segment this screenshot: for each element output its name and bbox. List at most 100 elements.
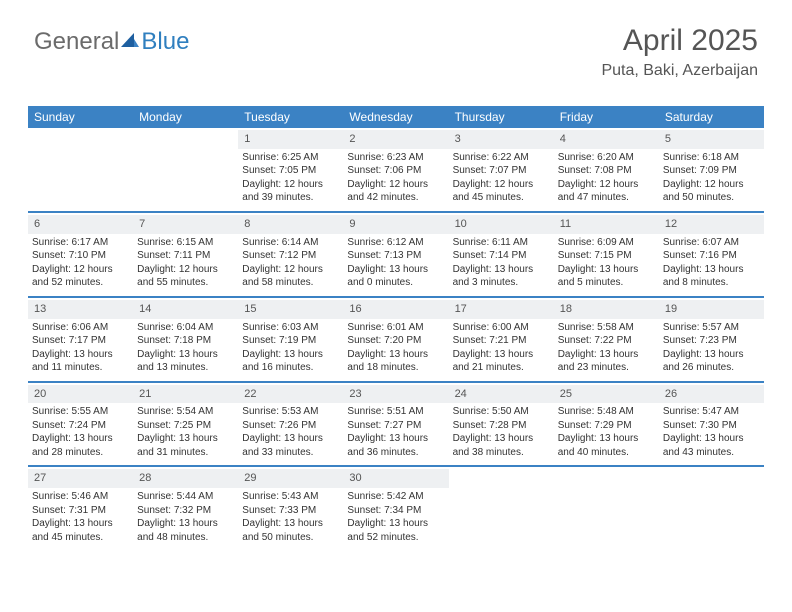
day-number: 19 — [659, 300, 764, 319]
calendar-week: 13Sunrise: 6:06 AMSunset: 7:17 PMDayligh… — [28, 298, 764, 383]
daylight-text-2: and 55 minutes. — [137, 276, 234, 290]
sunrise-text: Sunrise: 6:00 AM — [453, 321, 550, 335]
daylight-text-2: and 39 minutes. — [242, 191, 339, 205]
sunset-text: Sunset: 7:21 PM — [453, 334, 550, 348]
sunrise-text: Sunrise: 5:57 AM — [663, 321, 760, 335]
sunrise-text: Sunrise: 5:44 AM — [137, 490, 234, 504]
daylight-text-2: and 26 minutes. — [663, 361, 760, 375]
sunrise-text: Sunrise: 5:47 AM — [663, 405, 760, 419]
daylight-text-2: and 38 minutes. — [453, 446, 550, 460]
calendar-cell: 29Sunrise: 5:43 AMSunset: 7:33 PMDayligh… — [238, 467, 343, 550]
daylight-text-2: and 16 minutes. — [242, 361, 339, 375]
day-header-cell: Saturday — [659, 106, 764, 128]
calendar-cell: 7Sunrise: 6:15 AMSunset: 7:11 PMDaylight… — [133, 213, 238, 296]
sunrise-text: Sunrise: 5:58 AM — [558, 321, 655, 335]
calendar-cell — [659, 467, 764, 550]
daylight-text-2: and 11 minutes. — [32, 361, 129, 375]
daylight-text-1: Daylight: 13 hours — [347, 348, 444, 362]
daylight-text-1: Daylight: 12 hours — [137, 263, 234, 277]
calendar-cell — [449, 467, 554, 550]
sunrise-text: Sunrise: 6:04 AM — [137, 321, 234, 335]
day-number — [659, 469, 764, 488]
calendar-week: 20Sunrise: 5:55 AMSunset: 7:24 PMDayligh… — [28, 383, 764, 468]
sunset-text: Sunset: 7:14 PM — [453, 249, 550, 263]
sunrise-text: Sunrise: 6:20 AM — [558, 151, 655, 165]
day-number: 22 — [238, 385, 343, 404]
daylight-text-2: and 13 minutes. — [137, 361, 234, 375]
sunrise-text: Sunrise: 6:06 AM — [32, 321, 129, 335]
sunset-text: Sunset: 7:07 PM — [453, 164, 550, 178]
calendar-cell — [133, 128, 238, 211]
calendar-cell: 16Sunrise: 6:01 AMSunset: 7:20 PMDayligh… — [343, 298, 448, 381]
sunset-text: Sunset: 7:25 PM — [137, 419, 234, 433]
calendar-cell: 30Sunrise: 5:42 AMSunset: 7:34 PMDayligh… — [343, 467, 448, 550]
day-number: 7 — [133, 215, 238, 234]
daylight-text-1: Daylight: 13 hours — [137, 517, 234, 531]
daylight-text-2: and 43 minutes. — [663, 446, 760, 460]
sunrise-text: Sunrise: 6:03 AM — [242, 321, 339, 335]
day-number: 15 — [238, 300, 343, 319]
daylight-text-1: Daylight: 13 hours — [558, 263, 655, 277]
sunset-text: Sunset: 7:26 PM — [242, 419, 339, 433]
calendar-cell: 6Sunrise: 6:17 AMSunset: 7:10 PMDaylight… — [28, 213, 133, 296]
calendar-cell: 28Sunrise: 5:44 AMSunset: 7:32 PMDayligh… — [133, 467, 238, 550]
sunset-text: Sunset: 7:10 PM — [32, 249, 129, 263]
day-number: 3 — [449, 130, 554, 149]
day-number: 9 — [343, 215, 448, 234]
day-number: 8 — [238, 215, 343, 234]
daylight-text-2: and 40 minutes. — [558, 446, 655, 460]
sunrise-text: Sunrise: 6:15 AM — [137, 236, 234, 250]
daylight-text-1: Daylight: 12 hours — [347, 178, 444, 192]
daylight-text-1: Daylight: 12 hours — [32, 263, 129, 277]
day-header-cell: Friday — [554, 106, 659, 128]
day-number: 24 — [449, 385, 554, 404]
sunrise-text: Sunrise: 6:23 AM — [347, 151, 444, 165]
sunrise-text: Sunrise: 5:42 AM — [347, 490, 444, 504]
sunset-text: Sunset: 7:15 PM — [558, 249, 655, 263]
day-number: 16 — [343, 300, 448, 319]
daylight-text-1: Daylight: 13 hours — [558, 432, 655, 446]
daylight-text-1: Daylight: 13 hours — [453, 348, 550, 362]
daylight-text-2: and 45 minutes. — [32, 531, 129, 545]
daylight-text-1: Daylight: 13 hours — [137, 432, 234, 446]
logo-text-blue: Blue — [141, 28, 189, 56]
sunrise-text: Sunrise: 5:43 AM — [242, 490, 339, 504]
daylight-text-1: Daylight: 13 hours — [32, 348, 129, 362]
daylight-text-2: and 58 minutes. — [242, 276, 339, 290]
daylight-text-1: Daylight: 12 hours — [558, 178, 655, 192]
calendar-cell: 27Sunrise: 5:46 AMSunset: 7:31 PMDayligh… — [28, 467, 133, 550]
daylight-text-1: Daylight: 13 hours — [347, 432, 444, 446]
daylight-text-1: Daylight: 13 hours — [558, 348, 655, 362]
day-header-cell: Monday — [133, 106, 238, 128]
daylight-text-2: and 50 minutes. — [663, 191, 760, 205]
day-number: 27 — [28, 469, 133, 488]
day-number: 14 — [133, 300, 238, 319]
sunset-text: Sunset: 7:08 PM — [558, 164, 655, 178]
daylight-text-2: and 23 minutes. — [558, 361, 655, 375]
day-header-cell: Wednesday — [343, 106, 448, 128]
calendar-cell: 18Sunrise: 5:58 AMSunset: 7:22 PMDayligh… — [554, 298, 659, 381]
daylight-text-1: Daylight: 13 hours — [32, 432, 129, 446]
header-right: April 2025 Puta, Baki, Azerbaijan — [601, 24, 758, 80]
daylight-text-2: and 5 minutes. — [558, 276, 655, 290]
daylight-text-2: and 21 minutes. — [453, 361, 550, 375]
daylight-text-2: and 31 minutes. — [137, 446, 234, 460]
sunset-text: Sunset: 7:32 PM — [137, 504, 234, 518]
calendar-cell: 20Sunrise: 5:55 AMSunset: 7:24 PMDayligh… — [28, 383, 133, 466]
month-title: April 2025 — [601, 24, 758, 58]
calendar-week: 1Sunrise: 6:25 AMSunset: 7:05 PMDaylight… — [28, 128, 764, 213]
day-number: 23 — [343, 385, 448, 404]
sunset-text: Sunset: 7:30 PM — [663, 419, 760, 433]
sunset-text: Sunset: 7:28 PM — [453, 419, 550, 433]
sunset-text: Sunset: 7:34 PM — [347, 504, 444, 518]
calendar-cell: 22Sunrise: 5:53 AMSunset: 7:26 PMDayligh… — [238, 383, 343, 466]
day-number: 11 — [554, 215, 659, 234]
daylight-text-2: and 3 minutes. — [453, 276, 550, 290]
sunset-text: Sunset: 7:33 PM — [242, 504, 339, 518]
daylight-text-1: Daylight: 13 hours — [663, 348, 760, 362]
daylight-text-1: Daylight: 12 hours — [242, 178, 339, 192]
calendar-cell: 2Sunrise: 6:23 AMSunset: 7:06 PMDaylight… — [343, 128, 448, 211]
calendar-grid: Sunday Monday Tuesday Wednesday Thursday… — [28, 106, 764, 550]
sunrise-text: Sunrise: 6:01 AM — [347, 321, 444, 335]
daylight-text-2: and 28 minutes. — [32, 446, 129, 460]
